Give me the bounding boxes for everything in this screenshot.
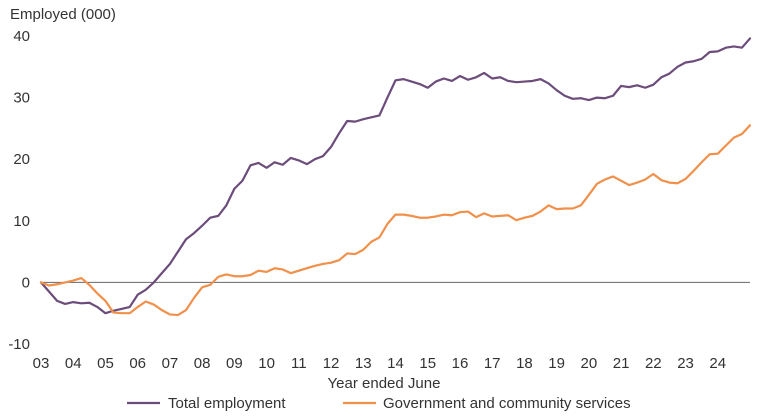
x-tick-label: 18 (516, 355, 533, 372)
y-axis-title: Employed (000) (10, 6, 116, 23)
legend-label: Total employment (168, 395, 286, 412)
x-tick-label: 24 (709, 355, 726, 372)
y-tick-label: 10 (13, 213, 30, 230)
x-tick-label: 05 (97, 355, 114, 372)
y-tick-label: -10 (8, 336, 30, 353)
x-tick-label: 20 (581, 355, 598, 372)
x-axis-title: Year ended June (328, 375, 441, 392)
x-tick-label: 04 (65, 355, 82, 372)
x-tick-label: 06 (129, 355, 146, 372)
y-tick-label: 20 (13, 151, 30, 168)
y-tick-label: 0 (22, 274, 30, 291)
x-tick-label: 08 (194, 355, 211, 372)
x-tick-label: 21 (613, 355, 630, 372)
x-tick-label: 13 (355, 355, 372, 372)
x-tick-label: 16 (452, 355, 469, 372)
x-tick-label: 12 (323, 355, 340, 372)
x-tick-label: 10 (258, 355, 275, 372)
x-tick-label: 03 (33, 355, 50, 372)
series-line (39, 124, 752, 317)
y-tick-label: 40 (13, 28, 30, 45)
x-tick-label: 15 (419, 355, 436, 372)
y-tick-label: 30 (13, 90, 30, 107)
series-line (39, 37, 752, 315)
x-tick-label: 14 (387, 355, 404, 372)
y-tick-labels: -10 0 10 20 30 40 (8, 28, 30, 353)
x-tick-label: 22 (645, 355, 662, 372)
x-tick-labels: 03 04 05 06 07 08 09 10 11 12 13 14 15 16 17 18 19 20 21 22… (33, 355, 726, 372)
x-tick-label: 23 (677, 355, 694, 372)
legend-label: Government and community services (383, 395, 631, 412)
x-tick-label: 09 (226, 355, 243, 372)
legend: Total employment Government and community… (127, 395, 631, 412)
x-tick-label: 07 (162, 355, 179, 372)
x-tick-label: 17 (484, 355, 501, 372)
x-tick-label: 19 (548, 355, 565, 372)
x-tick-label: 11 (291, 355, 307, 372)
series-lines (39, 37, 752, 317)
